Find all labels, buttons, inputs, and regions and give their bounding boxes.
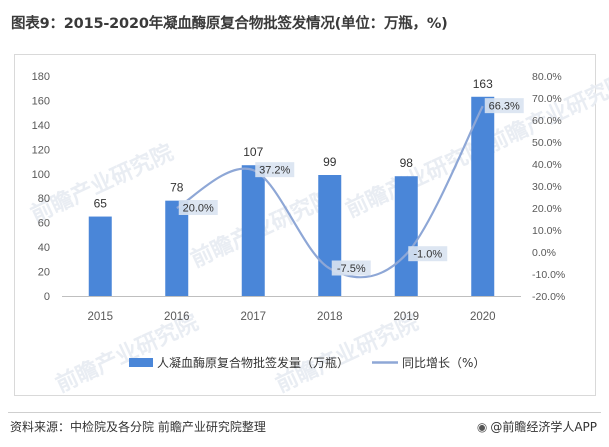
bar-value-label: 163 (473, 77, 493, 91)
left-axis-tick-label: 180 (32, 71, 50, 83)
legend-bar-swatch (129, 358, 153, 367)
right-axis-tick-label: 60.0% (532, 115, 562, 127)
bar-value-label: 98 (400, 156, 414, 170)
x-axis: 2015 2016 2017 2018 2019 2020 (62, 296, 521, 323)
line-value-label: 20.0% (183, 203, 214, 215)
x-axis-tick-label: 2018 (317, 311, 343, 323)
right-axis-tick-label: -20.0% (532, 291, 565, 303)
line-label-box (255, 162, 295, 178)
right-axis-tick-label: 80.0% (532, 71, 562, 83)
line-value-label: 66.3% (489, 101, 520, 113)
line-label-box (331, 260, 371, 276)
bar (318, 175, 342, 296)
watermark-layer: 前瞻产业研究院前瞻产业研究院前瞻产业研究院前瞻产业研究院前瞻产业研究院前瞻产业研… (27, 69, 609, 398)
right-axis-tick-label: 40.0% (532, 159, 562, 171)
bar-value-label: 99 (323, 155, 337, 169)
line-label-box (178, 200, 218, 215)
left-axis-tick-label: 40 (38, 242, 50, 254)
right-axis-tick-label: 30.0% (532, 181, 562, 193)
legend-bar-label: 人凝血酶原复合物批签发量（万瓶） (157, 355, 349, 370)
left-axis-tick-label: 100 (32, 169, 50, 181)
bar-value-label: 78 (170, 181, 184, 195)
line-value-label: 37.2% (259, 165, 290, 177)
bar (241, 165, 265, 296)
chart-title: 图表9：2015-2020年凝血酶原复合物批签发情况(单位：万瓶，%) (11, 16, 448, 32)
right-axis: -20.0% -10.0% 0.0% 10.0% 20.0% 30.0% 40.0% 50.0… (532, 71, 565, 303)
legend: 人凝血酶原复合物批签发量（万瓶） 同比增长（%） (129, 355, 485, 370)
bar (165, 200, 189, 296)
right-axis-tick-label: -10.0% (532, 269, 565, 281)
left-axis-tick-label: 80 (38, 193, 50, 205)
source-note: 资料来源：中检院及各分院 前瞻产业研究院整理 (10, 420, 266, 434)
x-axis-tick-label: 2017 (240, 311, 266, 323)
left-axis-tick-label: 120 (32, 144, 50, 156)
line-series: 20.0% 37.2% -7.5% -1.0% 66.3% (176, 98, 524, 279)
footer-divider (8, 412, 601, 413)
left-axis-tick-label: 60 (38, 218, 50, 230)
bar (471, 96, 495, 297)
left-axis: 0 20 40 60 80 100 120 140 160 180 (32, 71, 50, 303)
growth-line (176, 105, 484, 279)
right-axis-tick-label: 70.0% (532, 93, 562, 105)
brand-logo-icon: ◉ (476, 420, 488, 434)
right-axis-tick-label: 50.0% (532, 137, 562, 149)
x-axis-tick-label: 2019 (393, 311, 419, 323)
line-label-box (484, 98, 524, 114)
left-axis-tick-label: 140 (32, 120, 50, 132)
x-axis-tick-label: 2015 (87, 311, 113, 323)
bar-value-label: 65 (94, 197, 108, 211)
left-axis-tick-label: 20 (38, 267, 50, 279)
line-value-label: -1.0% (413, 249, 442, 261)
bar (394, 176, 418, 296)
brand-text: @前瞻经济学人APP (490, 420, 597, 434)
bar-value-label: 107 (243, 145, 263, 159)
bar-series: 65 78 107 99 98 163 (88, 77, 495, 297)
brand-credit: ◉ @前瞻经济学人APP (477, 418, 597, 435)
legend-line-label: 同比增长（%） (402, 356, 485, 370)
left-axis-tick-label: 0 (44, 291, 50, 303)
left-axis-tick-label: 160 (32, 95, 50, 107)
bar (88, 216, 112, 296)
line-value-label: -7.5% (337, 263, 366, 275)
right-axis-tick-label: 10.0% (532, 225, 562, 237)
right-axis-tick-label: 0.0% (532, 247, 556, 259)
right-axis-tick-label: 20.0% (532, 203, 562, 215)
x-axis-tick-label: 2020 (470, 311, 496, 323)
x-axis-tick-label: 2016 (164, 311, 190, 323)
line-label-box (408, 246, 448, 262)
